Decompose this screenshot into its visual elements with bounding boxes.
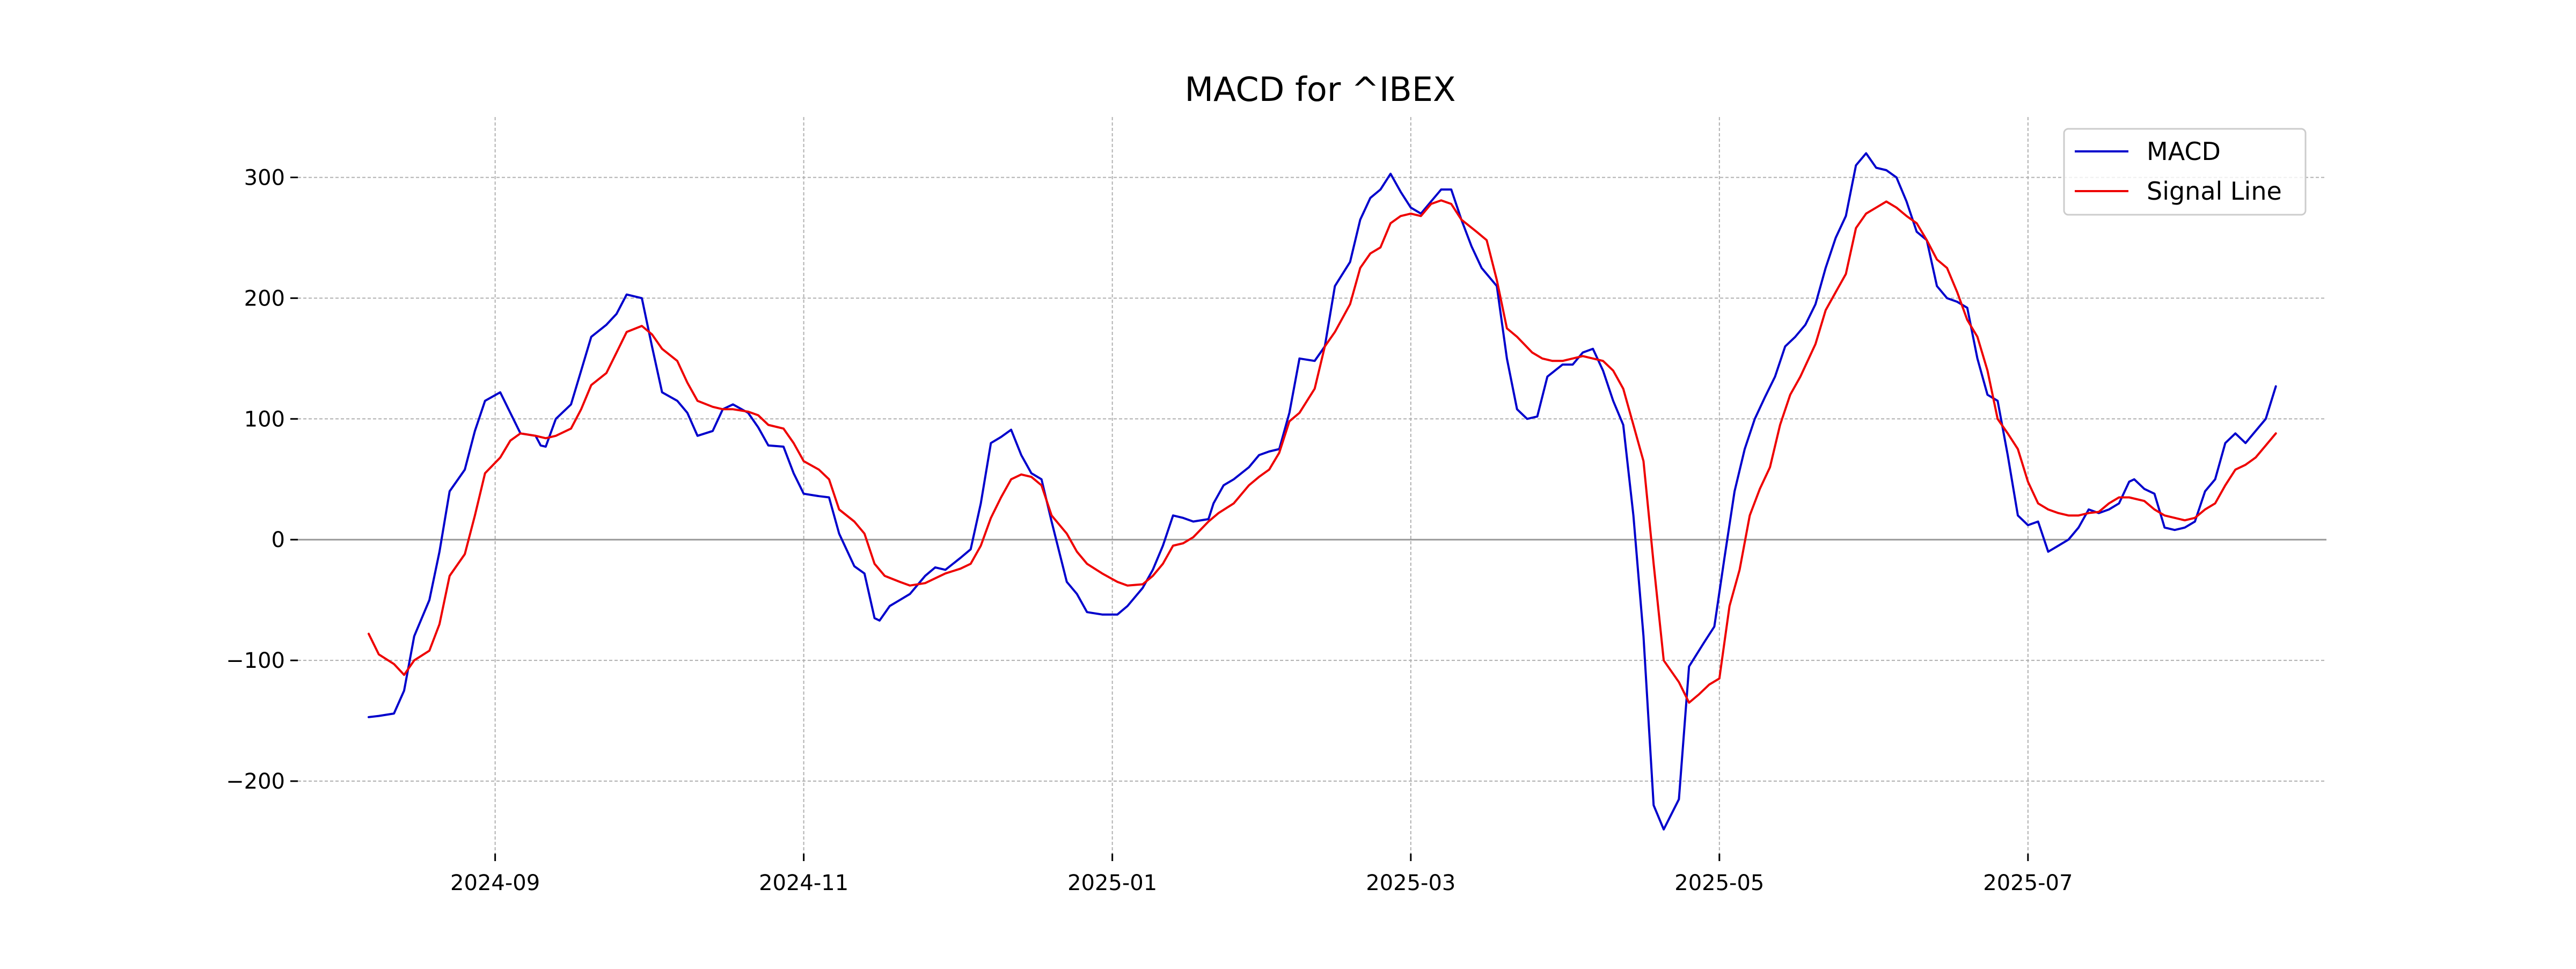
y-tick-label-minus-200: −200 (226, 769, 285, 794)
x-tick-label-2025-01: 2025-01 (1067, 871, 1157, 895)
y-tick-label-100: 100 (244, 407, 285, 432)
chart-title: MACD for ^IBEX (1185, 70, 1456, 109)
y-tick-label-300: 300 (244, 165, 285, 190)
y-tick-label-minus-100: −100 (226, 649, 285, 673)
x-tick-label-2025-07: 2025-07 (1983, 871, 2073, 895)
x-tick-label-2024-11: 2024-11 (759, 871, 848, 895)
series-line-macd (368, 152, 2277, 830)
series-lines (368, 152, 2277, 830)
legend-label-signal-line: Signal Line (2147, 177, 2282, 206)
x-tick-label-2025-03: 2025-03 (1366, 871, 1455, 895)
y-tick-label-0: 0 (272, 528, 285, 552)
x-tick-label-2024-09: 2024-09 (450, 871, 540, 895)
series-line-signal-line (368, 199, 2277, 704)
legend-label-macd: MACD (2147, 137, 2221, 166)
y-axis-ticks: −200 −100 0 100 200 300 (226, 165, 298, 794)
x-tick-label-2025-05: 2025-05 (1674, 871, 1764, 895)
grid-lines (298, 117, 2326, 854)
y-tick-label-200: 200 (244, 286, 285, 311)
legend: MACD Signal Line (2063, 128, 2307, 216)
x-axis-ticks: 2024-09 2024-11 2025-01 2025-03 2025-05 2025-… (450, 854, 2073, 895)
